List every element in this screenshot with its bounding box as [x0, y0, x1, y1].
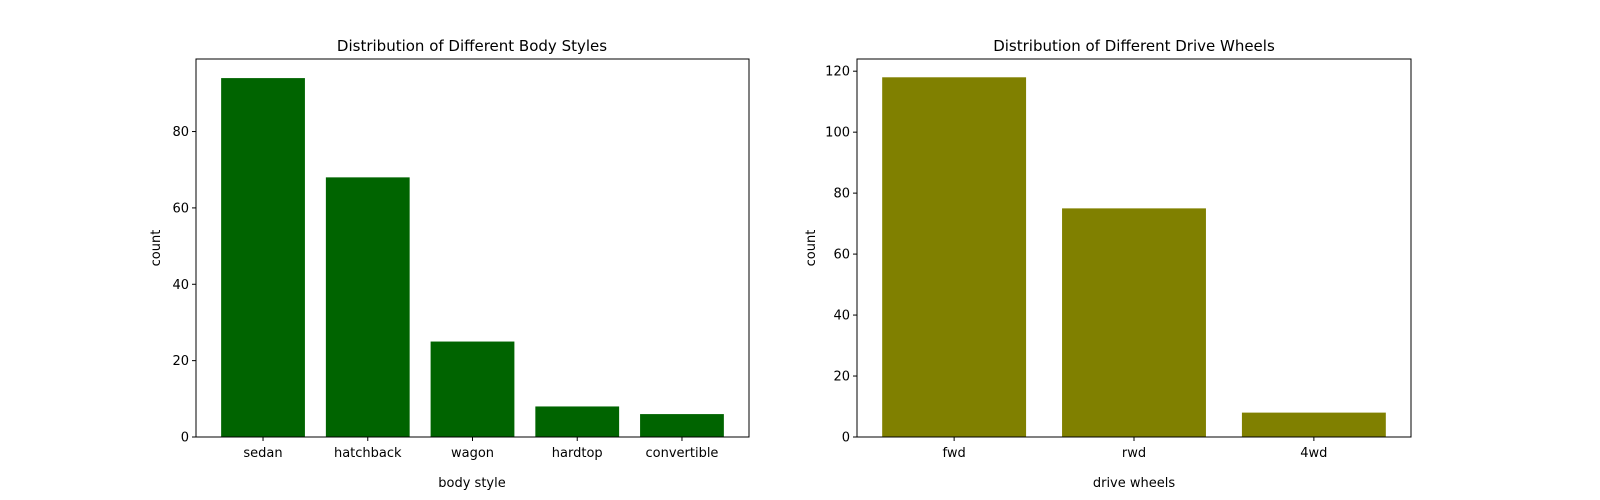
- y-tick-label: 60: [172, 201, 189, 216]
- drive-wheels-chart: Distribution of Different Drive Wheels d…: [804, 37, 1412, 491]
- y-tick-label: 60: [833, 248, 850, 263]
- bar-4wd: [1241, 412, 1386, 437]
- y-tick-label: 80: [833, 187, 850, 202]
- bar-convertible: [640, 414, 724, 437]
- y-tick-label: 40: [172, 278, 189, 293]
- x-axis-label: body style: [438, 476, 505, 491]
- x-tick-label: 4wd: [1300, 446, 1327, 461]
- y-tick-label: 0: [181, 431, 189, 446]
- x-tick-label: rwd: [1122, 446, 1146, 461]
- y-tick-label: 80: [172, 125, 189, 140]
- bar-fwd: [882, 77, 1027, 438]
- y-axis-label: count: [804, 230, 819, 267]
- chart-title: Distribution of Different Drive Wheels: [993, 37, 1275, 55]
- x-tick-label: sedan: [243, 446, 282, 461]
- x-axis-label: drive wheels: [1093, 476, 1176, 491]
- y-tick-label: 0: [842, 431, 850, 446]
- bar-hatchback: [325, 177, 410, 437]
- bar-wagon: [430, 341, 515, 437]
- body-style-chart: Distribution of Different Body Styles bo…: [149, 37, 750, 491]
- y-tick-label: 20: [833, 370, 850, 385]
- x-tick-label: hardtop: [552, 446, 603, 461]
- x-tick-label: hatchback: [334, 446, 402, 461]
- bar-sedan: [221, 78, 305, 437]
- x-tick-label: wagon: [451, 446, 494, 461]
- y-tick-label: 40: [833, 309, 850, 324]
- y-tick-label: 20: [172, 354, 189, 369]
- x-tick-label: fwd: [943, 446, 966, 461]
- x-tick-label: convertible: [645, 446, 718, 461]
- y-axis-label: count: [149, 230, 164, 267]
- bar-hardtop: [535, 406, 620, 437]
- chart-title: Distribution of Different Body Styles: [337, 37, 607, 55]
- y-tick-label: 120: [825, 65, 850, 80]
- bar-rwd: [1062, 208, 1206, 437]
- y-tick-label: 100: [825, 126, 850, 141]
